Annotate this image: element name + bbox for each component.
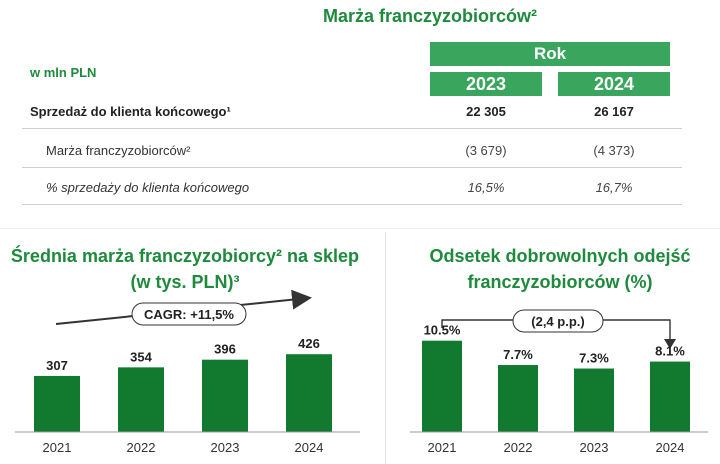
franchisee-margin-chart: CAGR: +11,5% 307 354 396 426 2021 2022 2023 20…: [15, 290, 360, 455]
year-header-2023: 2023: [430, 72, 542, 96]
data-label-2023: 7.3%: [579, 351, 609, 366]
section-divider: [0, 228, 720, 229]
data-label-2022: 7.7%: [503, 347, 533, 362]
x-tick-label-2023: 2023: [580, 440, 609, 455]
x-tick-label-2021: 2021: [43, 440, 72, 455]
unit-label: w mln PLN: [30, 65, 97, 80]
row-value-percent-2023: 16,5%: [467, 180, 505, 195]
row-divider: [22, 167, 682, 168]
year-group-header: Rok: [430, 42, 670, 66]
data-label-2024: 426: [298, 336, 320, 351]
bar-2022: [118, 367, 164, 432]
data-label-2023: 396: [214, 342, 236, 357]
row-value-margin-2023: (3 679): [465, 143, 507, 158]
row-value-margin-2024: (4 373): [593, 143, 635, 158]
x-tick-label-2021: 2021: [428, 440, 457, 455]
cagr-label: CAGR: +11,5%: [144, 307, 234, 322]
x-tick-label-2024: 2024: [656, 440, 685, 455]
row-label-margin: Marża franczyzobiorców²: [46, 143, 191, 158]
section-divider: [385, 232, 386, 464]
voluntary-exit-chart: (2,4 p.p.) 10.5% 7.7% 7.3% 8.1% 2021 2022 202…: [410, 309, 708, 455]
change-badge: [512, 309, 604, 333]
data-label-2022: 354: [130, 349, 152, 364]
change-label: (2,4 p.p.): [531, 314, 584, 329]
left-chart-title: Średnia marża franczyzobiorcy² na sklep …: [0, 243, 370, 295]
table-title: Marża franczyzobiorców²: [322, 6, 538, 26]
data-label-2024: 8.1%: [655, 344, 685, 359]
row-label-percent: % sprzedaży do klienta końcowego: [46, 180, 250, 195]
row-divider: [22, 128, 682, 129]
bar-2021: [422, 340, 462, 432]
row-value-percent-2024: 16,7%: [595, 180, 633, 195]
row-label-sales: Sprzedaż do klienta końcowego¹: [30, 104, 231, 119]
bar-2023: [574, 368, 614, 432]
data-label-2021: 10.5%: [424, 323, 461, 338]
left-chart-title-line1: Średnia marża franczyzobiorcy² na sklep: [10, 246, 360, 266]
change-arrowhead: [664, 339, 676, 349]
x-tick-label-2023: 2023: [211, 440, 240, 455]
x-tick-label-2022: 2022: [127, 440, 156, 455]
right-chart-title-line2: franczyzobiorców (%): [467, 272, 653, 292]
cagr-badge: [131, 302, 247, 326]
x-tick-label-2022: 2022: [504, 440, 533, 455]
bar-2022: [498, 365, 538, 432]
bar-2021: [34, 375, 80, 432]
right-chart-title: Odsetek dobrowolnych odejść franczyzobio…: [400, 243, 720, 295]
right-chart-title-line1: Odsetek dobrowolnych odejść: [429, 246, 691, 266]
row-value-sales-2024: 26 167: [594, 104, 634, 119]
bar-2023: [202, 359, 248, 432]
bar-2024: [650, 361, 690, 432]
data-label-2021: 307: [46, 358, 68, 373]
bar-2024: [286, 354, 332, 432]
year-header-2024: 2024: [558, 72, 670, 96]
row-divider: [22, 204, 682, 205]
left-chart-title-line2: (w tys. PLN)³: [130, 272, 240, 292]
x-tick-label-2024: 2024: [295, 440, 324, 455]
row-value-sales-2023: 22 305: [466, 104, 506, 119]
